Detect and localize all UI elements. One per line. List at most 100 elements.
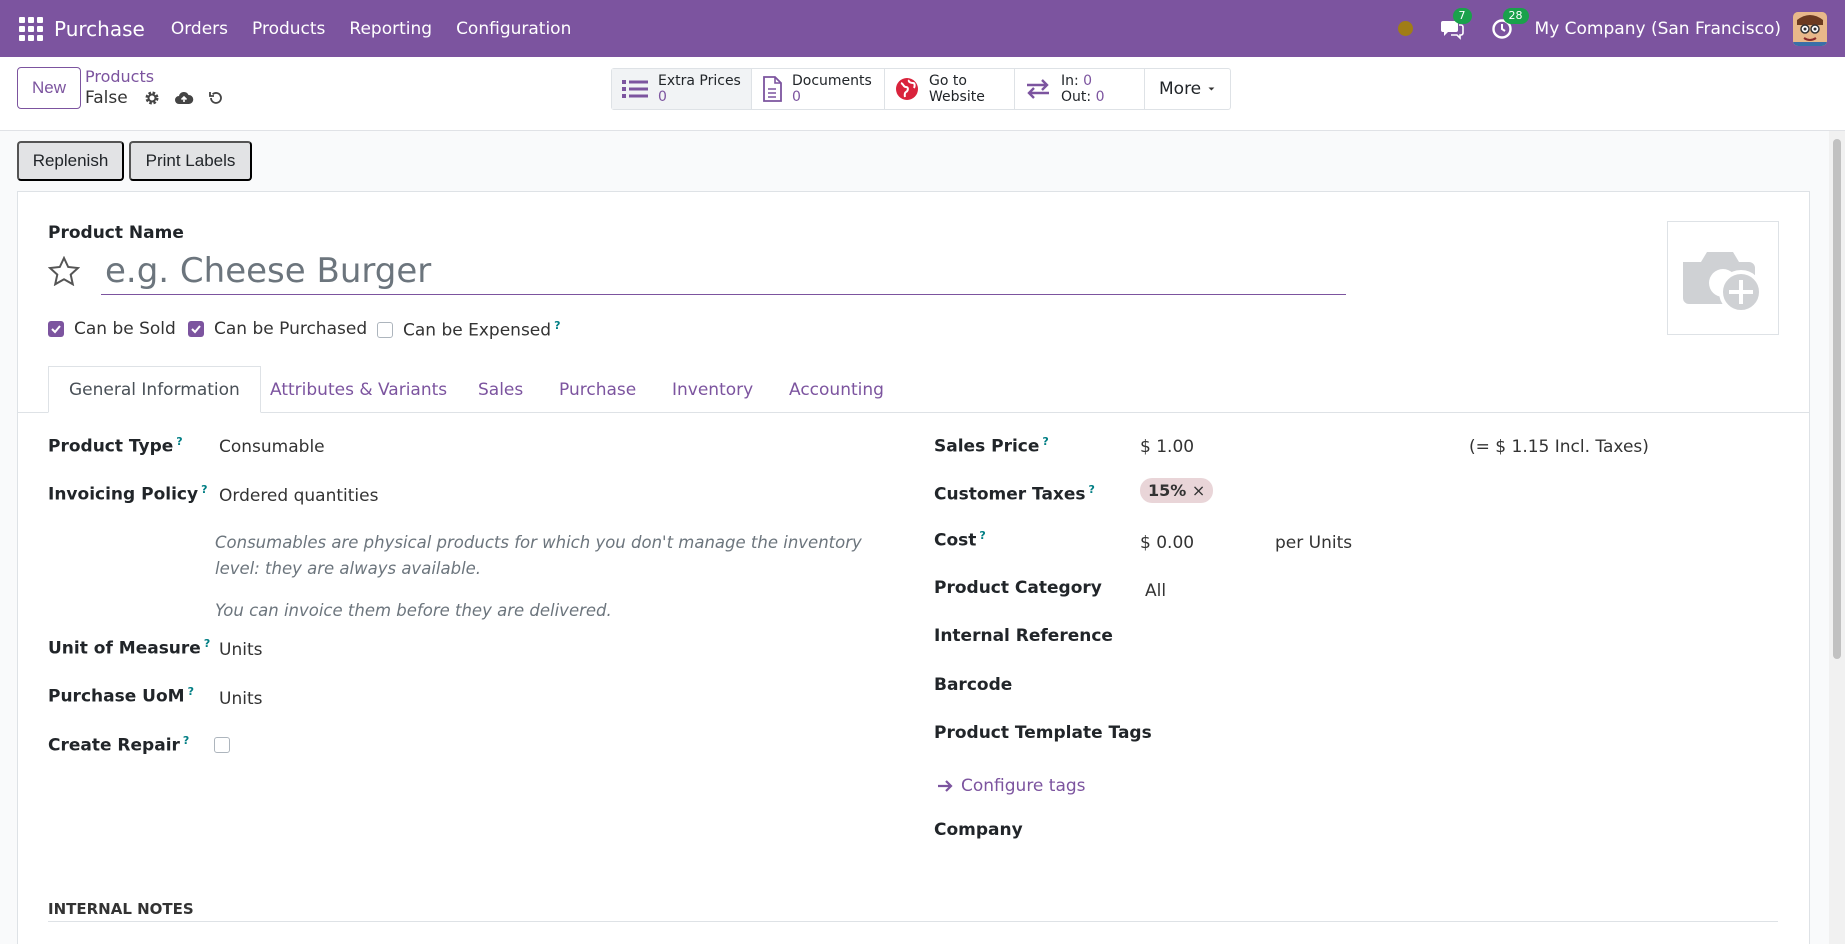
product-type-value[interactable]: Consumable — [219, 437, 325, 457]
can-be-expensed-label: Can be Expensed? — [403, 319, 561, 341]
internal-notes-divider — [48, 921, 1778, 922]
file-icon — [763, 76, 782, 102]
more-dropdown[interactable]: More — [1145, 69, 1230, 109]
can-be-expensed-checkbox[interactable] — [377, 321, 393, 338]
menu-reporting[interactable]: Reporting — [349, 18, 433, 39]
purchase-uom-value[interactable]: Units — [219, 689, 263, 709]
invoicing-policy-value[interactable]: Ordered quantities — [219, 486, 379, 506]
product-name-field[interactable] — [101, 249, 1346, 295]
product-type-label: Product Type? — [48, 435, 183, 457]
company-switcher[interactable]: My Company (San Francisco) — [1534, 18, 1781, 39]
scrollbar[interactable] — [1829, 131, 1845, 944]
in-label: In: — [1061, 73, 1079, 89]
invoicing-policy-label: Invoicing Policy? — [48, 483, 208, 505]
messages-button[interactable]: 7 — [1439, 7, 1472, 42]
menu-configuration[interactable]: Configuration — [456, 18, 572, 39]
can-be-sold-label: Can be Sold — [74, 319, 176, 339]
internal-reference-input[interactable] — [1140, 622, 1780, 652]
status-dot-icon[interactable] — [1397, 21, 1413, 36]
barcode-input[interactable] — [1140, 671, 1780, 701]
uom-value[interactable]: Units — [219, 640, 263, 660]
print-labels-button[interactable]: Print Labels — [129, 141, 252, 181]
documents-count: 0 — [792, 89, 801, 105]
avatar-face-icon — [1793, 11, 1827, 46]
can-be-sold-checkbox[interactable] — [48, 321, 64, 337]
extra-prices-label: Extra Prices — [658, 73, 741, 89]
internal-reference-label: Internal Reference — [934, 626, 1113, 646]
remove-tag-icon[interactable]: × — [1191, 481, 1206, 500]
scrollbar-thumb[interactable] — [1833, 139, 1841, 659]
can-be-purchased-option[interactable]: Can be Purchased — [188, 319, 367, 339]
cost-value[interactable]: $ 0.00 — [1140, 533, 1195, 553]
out-count: 0 — [1095, 89, 1105, 105]
extra-prices-button[interactable]: Extra Prices 0 — [612, 69, 752, 109]
caret-down-icon — [1208, 87, 1215, 91]
go-to-website-button[interactable]: Go to Website — [885, 69, 1015, 109]
discard-icon[interactable] — [208, 90, 224, 106]
activities-button[interactable]: 28 — [1489, 7, 1529, 42]
company-input[interactable] — [1140, 816, 1780, 846]
chat-icon — [1440, 20, 1464, 40]
globe-icon — [896, 78, 918, 100]
out-label: Out: — [1061, 89, 1092, 105]
configure-tags-label: Configure tags — [961, 776, 1086, 796]
in-out-button[interactable]: In: 0 Out: 0 — [1015, 69, 1145, 109]
clock-icon — [1491, 18, 1512, 39]
sales-price-value[interactable]: $ 1.00 — [1140, 437, 1195, 457]
exchange-icon — [1027, 79, 1049, 99]
can-be-expensed-option[interactable]: Can be Expensed? — [377, 319, 560, 341]
product-image-upload[interactable] — [1667, 221, 1779, 335]
documents-button[interactable]: Documents 0 — [752, 69, 885, 109]
record-name: False — [85, 88, 128, 108]
product-category-label: Product Category — [934, 578, 1102, 598]
incl-taxes-text: (= $ 1.15 Incl. Taxes) — [1469, 437, 1649, 457]
company-label: Company — [934, 820, 1023, 840]
app-name[interactable]: Purchase — [54, 16, 145, 41]
activities-count-badge: 28 — [1502, 7, 1529, 24]
user-avatar[interactable] — [1793, 11, 1827, 46]
tax-tag[interactable]: 15% × — [1140, 478, 1214, 503]
product-category-value[interactable]: All — [1145, 581, 1167, 601]
top-navbar: Purchase Orders Products Reporting Confi… — [0, 0, 1845, 57]
internal-notes-heading: INTERNAL NOTES — [48, 900, 194, 918]
extra-prices-count: 0 — [658, 89, 667, 105]
consumable-help-text: Consumables are physical products for wh… — [215, 533, 862, 578]
tab-attributes-variants[interactable]: Attributes & Variants — [270, 379, 448, 400]
tab-general-information[interactable]: General Information — [48, 366, 261, 413]
tab-accounting[interactable]: Accounting — [789, 379, 884, 400]
create-repair-checkbox[interactable] — [214, 737, 230, 753]
invoice-help-text: You can invoice them before they are del… — [215, 601, 612, 620]
menu-products[interactable]: Products — [252, 18, 326, 39]
apps-menu-icon[interactable] — [16, 14, 46, 44]
customer-taxes-label: Customer Taxes? — [934, 483, 1095, 505]
website-line2: Website — [929, 89, 985, 105]
gear-icon[interactable] — [144, 90, 160, 106]
can-be-sold-option[interactable]: Can be Sold — [48, 319, 176, 339]
star-icon[interactable] — [48, 256, 80, 286]
list-icon — [622, 80, 648, 98]
cost-label: Cost? — [934, 529, 986, 551]
configure-tags-link[interactable]: Configure tags — [937, 776, 1086, 796]
tab-purchase[interactable]: Purchase — [559, 379, 637, 400]
control-panel: New Products False Extra Prices 0 Documen… — [0, 57, 1845, 131]
product-tags-input[interactable] — [1140, 719, 1780, 749]
new-button[interactable]: New — [17, 67, 81, 109]
purchase-uom-label: Purchase UoM? — [48, 685, 194, 707]
menu-orders[interactable]: Orders — [170, 18, 228, 39]
replenish-button[interactable]: Replenish — [17, 141, 124, 181]
can-be-purchased-label: Can be Purchased — [214, 319, 368, 339]
product-tags-label: Product Template Tags — [934, 723, 1152, 743]
can-be-purchased-checkbox[interactable] — [188, 321, 204, 337]
tabs-divider — [17, 412, 1809, 413]
website-line1: Go to — [929, 73, 967, 89]
form-sheet — [17, 191, 1810, 944]
tab-sales[interactable]: Sales — [478, 379, 524, 400]
cloud-upload-icon[interactable] — [174, 90, 194, 106]
messages-count-badge: 7 — [1452, 7, 1472, 24]
tab-inventory[interactable]: Inventory — [672, 379, 754, 400]
sales-price-label: Sales Price? — [934, 435, 1049, 457]
more-label: More — [1159, 79, 1202, 99]
product-name-input[interactable] — [101, 249, 1346, 293]
breadcrumb-products[interactable]: Products — [85, 67, 155, 86]
create-repair-label: Create Repair? — [48, 734, 190, 756]
